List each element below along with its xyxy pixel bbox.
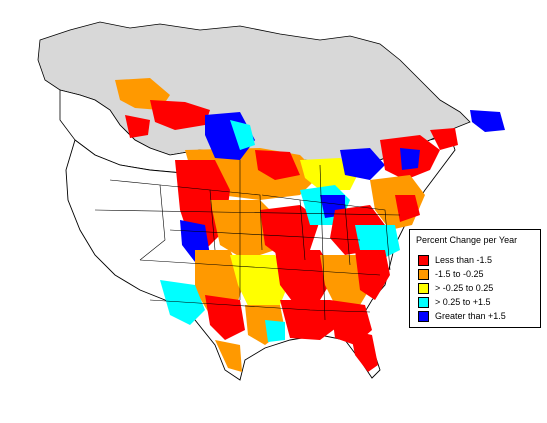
legend-swatch bbox=[418, 310, 429, 322]
legend-swatch bbox=[418, 296, 429, 308]
legend: Percent Change per Year Less than -1.5 -… bbox=[409, 229, 541, 328]
legend-item: -1.5 to -0.25 bbox=[418, 268, 484, 280]
state-borders bbox=[94, 160, 401, 321]
legend-label: Less than -1.5 bbox=[435, 255, 493, 265]
legend-swatch bbox=[418, 254, 429, 266]
legend-label: Greater than +1.5 bbox=[435, 311, 506, 321]
legend-item: > -0.25 to 0.25 bbox=[418, 282, 493, 294]
legend-swatch bbox=[418, 268, 429, 280]
legend-title: Percent Change per Year bbox=[416, 235, 518, 245]
legend-label: > 0.25 to +1.5 bbox=[435, 297, 491, 307]
legend-swatch bbox=[418, 282, 429, 294]
legend-item: Less than -1.5 bbox=[418, 254, 492, 266]
trend-data-cells bbox=[115, 78, 505, 372]
legend-item: Greater than +1.5 bbox=[418, 310, 506, 322]
legend-label: > -0.25 to 0.25 bbox=[435, 283, 494, 293]
legend-label: -1.5 to -0.25 bbox=[435, 269, 484, 279]
legend-item: > 0.25 to +1.5 bbox=[418, 296, 491, 308]
